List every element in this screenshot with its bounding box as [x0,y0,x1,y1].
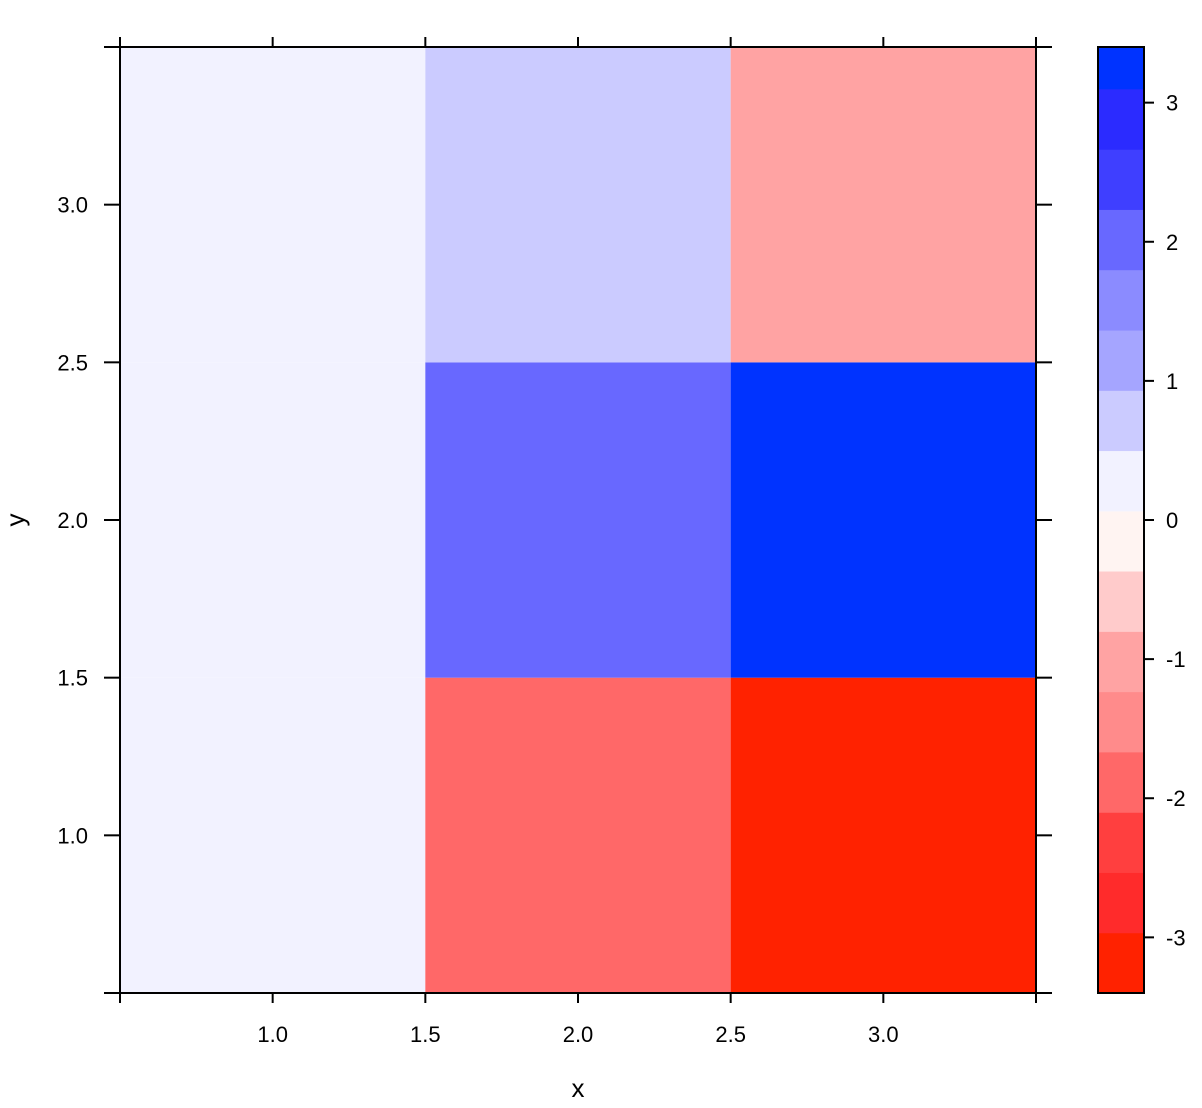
colorbar-tick-label: 3 [1166,91,1178,116]
colorbar-bin-13 [1098,149,1144,210]
x-tick-label: 2.5 [715,1022,746,1047]
colorbar-bin-12 [1098,209,1144,271]
colorbar-tick-label: -3 [1166,925,1186,950]
heatmap-cell-1-1 [120,677,426,993]
colorbar-bin-5 [1098,631,1144,693]
y-tick-label: 2.5 [57,350,88,375]
axis-ticks: 1.0 1.5 2.0 2.5 3.0 1.0 1.5 2.0 2.5 3.0 [57,37,1052,1047]
heatmap-cell-1-3 [120,47,426,363]
colorbar-bin-9 [1098,390,1144,452]
y-axis-title: y [0,514,30,527]
colorbar-tick-label: 0 [1166,508,1178,533]
x-tick-label: 1.5 [410,1022,441,1047]
colorbar-bin-3 [1098,751,1144,813]
y-tick-label: 1.0 [57,823,88,848]
heatmap-cell-3-3 [730,47,1036,363]
heatmap-cell-3-2 [730,362,1036,678]
colorbar-tick-label: 2 [1166,230,1178,255]
heatmap-cells [120,47,1036,993]
y-tick-label: 1.5 [57,666,88,691]
colorbar-tick-label: -1 [1166,647,1186,672]
y-tick-label: 3.0 [57,193,88,218]
colorbar-bin-6 [1098,570,1144,632]
colorbar-bin-14 [1098,88,1144,150]
x-tick-label: 1.0 [257,1022,288,1047]
x-tick-label: 3.0 [868,1022,899,1047]
colorbar-bin-10 [1098,329,1144,391]
y-tick-label: 2.0 [57,508,88,533]
x-tick-label: 2.0 [563,1022,594,1047]
colorbar-bin-8 [1098,450,1144,512]
heatmap-cell-2-1 [425,677,731,993]
colorbar-tick-label: 1 [1166,369,1178,394]
colorbar-bin-0 [1098,932,1144,994]
colorbar: -3 -2 -1 0 1 2 3 [1097,46,1186,994]
colorbar-bin-4 [1098,691,1144,753]
heatmap-cell-3-1 [730,677,1036,993]
colorbar-bin-15 [1098,47,1144,90]
colorbar-bin-1 [1098,872,1144,934]
colorbar-bin-11 [1098,269,1144,331]
heatmap-cell-1-2 [120,362,426,678]
heatmap-cell-2-3 [425,47,731,363]
colorbar-bin-7 [1098,510,1144,572]
heatmap-cell-2-2 [425,362,731,678]
colorbar-tick-label: -2 [1166,786,1186,811]
x-axis-title: x [572,1073,585,1103]
colorbar-bin-2 [1098,812,1144,873]
